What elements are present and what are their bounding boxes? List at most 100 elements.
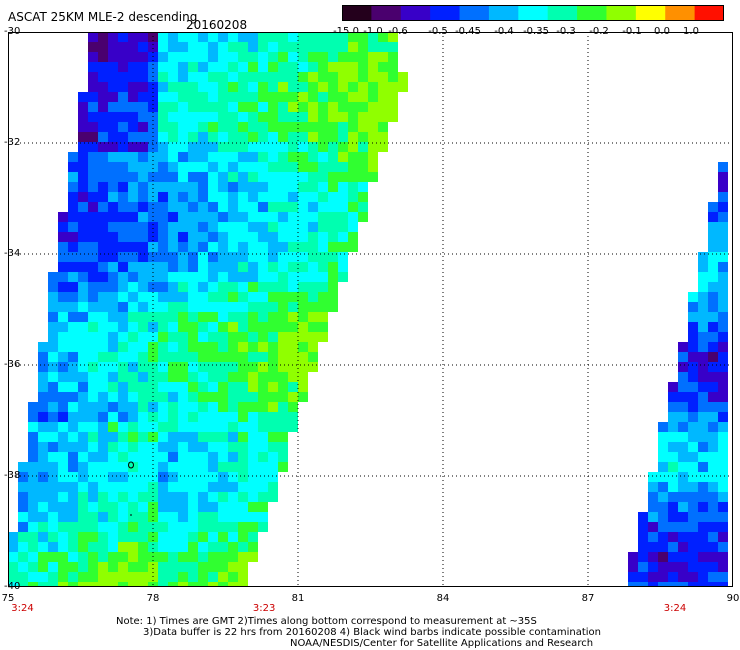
swath-cell bbox=[248, 482, 258, 492]
swath-cell bbox=[68, 582, 78, 587]
swath-cell bbox=[158, 222, 168, 232]
swath-cell bbox=[38, 412, 48, 422]
swath-cell bbox=[368, 152, 378, 162]
swath-cell bbox=[688, 382, 698, 392]
swath-cell bbox=[138, 512, 148, 522]
swath-cell bbox=[648, 582, 658, 587]
swath-cell bbox=[138, 462, 148, 472]
swath-cell bbox=[258, 482, 268, 492]
swath-cell bbox=[718, 162, 728, 172]
swath-cell bbox=[258, 172, 268, 182]
swath-cell bbox=[68, 292, 78, 302]
swath-cell bbox=[318, 72, 328, 82]
swath-cell bbox=[698, 342, 708, 352]
swath-cell bbox=[638, 582, 648, 587]
swath-cell bbox=[78, 512, 88, 522]
swath-cell bbox=[248, 342, 258, 352]
swath-cell bbox=[278, 342, 288, 352]
swath-cell bbox=[78, 112, 88, 122]
swath-cell bbox=[98, 552, 108, 562]
swath-cell bbox=[278, 442, 288, 452]
swath-cell bbox=[248, 222, 258, 232]
swath-cell bbox=[68, 162, 78, 172]
swath-cell bbox=[228, 252, 238, 262]
swath-cell bbox=[108, 82, 118, 92]
swath-cell bbox=[168, 242, 178, 252]
swath-cell bbox=[328, 272, 338, 282]
swath-cell bbox=[78, 322, 88, 332]
swath-cell bbox=[318, 82, 328, 92]
swath-cell bbox=[328, 42, 338, 52]
swath-cell bbox=[188, 42, 198, 52]
swath-cell bbox=[708, 472, 718, 482]
swath-cell bbox=[118, 402, 128, 412]
swath-cell bbox=[28, 422, 38, 432]
swath-cell bbox=[158, 392, 168, 402]
swath-cell bbox=[188, 302, 198, 312]
swath-cell bbox=[198, 202, 208, 212]
swath-cell bbox=[198, 232, 208, 242]
swath-cell bbox=[718, 492, 728, 502]
swath-cell bbox=[288, 52, 298, 62]
swath-cell bbox=[48, 402, 58, 412]
swath-cell bbox=[108, 32, 118, 42]
swath-cell bbox=[78, 552, 88, 562]
swath-cell bbox=[218, 42, 228, 52]
swath-cell bbox=[48, 412, 58, 422]
swath-cell bbox=[208, 222, 218, 232]
swath-cell bbox=[688, 582, 698, 587]
swath-cell bbox=[48, 442, 58, 452]
swath-cell bbox=[178, 342, 188, 352]
swath-cell bbox=[208, 352, 218, 362]
swath-cell bbox=[248, 122, 258, 132]
swath-cell bbox=[328, 222, 338, 232]
swath-cell bbox=[198, 482, 208, 492]
swath-cell bbox=[48, 392, 58, 402]
swath-cell bbox=[18, 552, 28, 562]
swath-cell bbox=[38, 402, 48, 412]
swath-cell bbox=[338, 132, 348, 142]
swath-cell bbox=[128, 332, 138, 342]
swath-cell bbox=[278, 422, 288, 432]
swath-cell bbox=[298, 262, 308, 272]
swath-cell bbox=[218, 372, 228, 382]
swath-cell bbox=[168, 292, 178, 302]
swath-cell bbox=[708, 322, 718, 332]
swath-cell bbox=[118, 162, 128, 172]
swath-cell bbox=[208, 142, 218, 152]
swath-cell bbox=[148, 462, 158, 472]
swath-cell bbox=[198, 442, 208, 452]
swath-cell bbox=[348, 232, 358, 242]
swath-cell bbox=[668, 502, 678, 512]
swath-cell bbox=[318, 212, 328, 222]
swath-cell bbox=[238, 262, 248, 272]
swath-cell bbox=[88, 292, 98, 302]
swath-cell bbox=[178, 302, 188, 312]
swath-cell bbox=[208, 402, 218, 412]
swath-cell bbox=[698, 382, 708, 392]
swath-cell bbox=[668, 542, 678, 552]
swath-cell bbox=[108, 472, 118, 482]
swath-cell bbox=[168, 72, 178, 82]
swath-cell bbox=[68, 442, 78, 452]
swath-cell bbox=[248, 232, 258, 242]
swath-cell bbox=[698, 572, 708, 582]
swath-cell bbox=[668, 442, 678, 452]
swath-cell bbox=[188, 62, 198, 72]
swath-cell bbox=[8, 542, 18, 552]
swath-cell bbox=[338, 52, 348, 62]
swath-cell bbox=[78, 312, 88, 322]
swath-cell bbox=[178, 292, 188, 302]
swath-cell bbox=[288, 92, 298, 102]
swath-cell bbox=[238, 212, 248, 222]
swath-cell bbox=[208, 362, 218, 372]
swath-cell bbox=[208, 442, 218, 452]
swath-cell bbox=[688, 392, 698, 402]
swath-cell bbox=[298, 102, 308, 112]
swath-cell bbox=[228, 342, 238, 352]
swath-cell bbox=[248, 452, 258, 462]
swath-cell bbox=[188, 82, 198, 92]
swath-cell bbox=[248, 372, 258, 382]
swath-cell bbox=[678, 512, 688, 522]
swath-cell bbox=[298, 342, 308, 352]
